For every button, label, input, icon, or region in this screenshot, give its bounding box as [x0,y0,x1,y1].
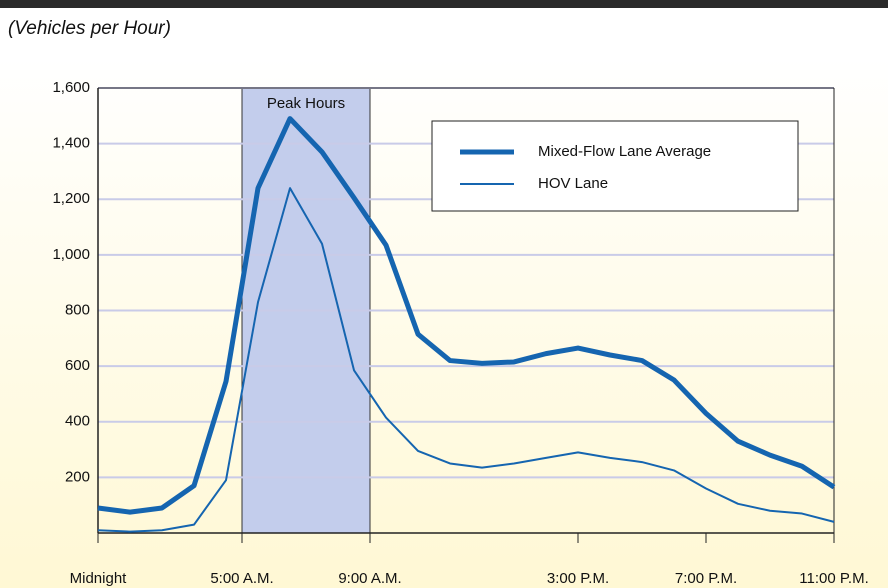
y-tick-label: 1,200 [52,190,90,207]
legend-label: Mixed-Flow Lane Average [538,143,711,160]
x-tick-label: Midnight [70,570,128,587]
x-tick-label: 9:00 A.M. [338,570,401,587]
y-tick-label: 1,600 [52,79,90,96]
legend-label: HOV Lane [538,175,608,192]
x-tick-label: 7:00 P.M. [675,570,737,587]
legend-box [431,120,799,212]
x-tick-label: 3:00 P.M. [547,570,609,587]
y-tick-label: 600 [65,357,90,374]
chart-subtitle: (Vehicles per Hour) [8,18,171,39]
y-tick-label: 1,000 [52,246,90,263]
y-tick-label: 1,400 [52,135,90,152]
top-bar [0,0,888,8]
x-tick-label: 11:00 P.M. [799,570,869,587]
y-tick-label: 800 [65,301,90,318]
shade-label: Peak Hours [267,95,345,112]
y-tick-label: 400 [65,413,90,430]
y-tick-label: 200 [65,468,90,485]
x-tick-label: 5:00 A.M. [210,570,273,587]
series-line [97,116,836,515]
series-line [97,187,835,533]
